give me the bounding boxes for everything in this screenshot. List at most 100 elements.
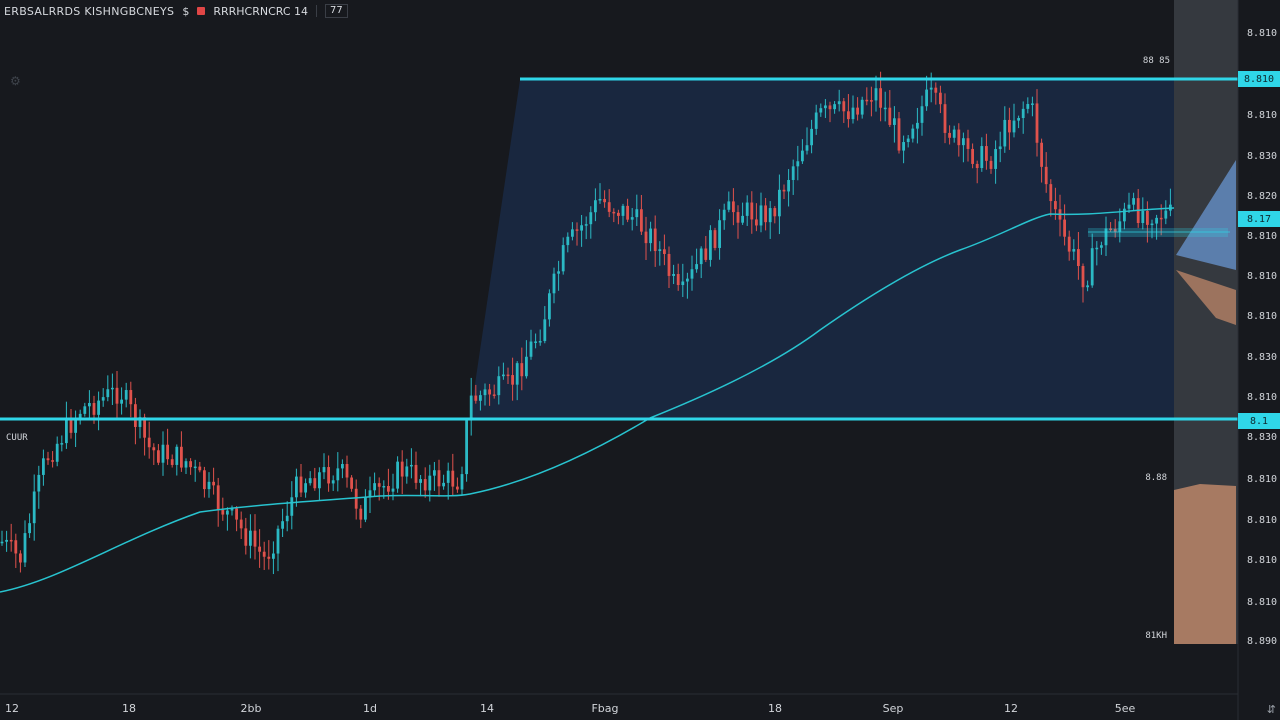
candle-body [124, 390, 128, 400]
y-tick-label: 8.810 [1247, 392, 1277, 403]
candle-body [143, 417, 146, 438]
candle-body [1090, 248, 1094, 286]
candle-body [166, 444, 169, 460]
candle-body [985, 146, 988, 161]
candle-body [221, 509, 225, 515]
candle-body [722, 209, 726, 221]
candle-body [561, 245, 565, 272]
candle-body [699, 248, 703, 265]
indicator-label[interactable]: RRRHCRNCRC 14 [213, 4, 309, 18]
candle-body [253, 530, 257, 547]
candle-body [359, 508, 363, 520]
candle-body [1008, 119, 1011, 133]
candle-body [152, 447, 156, 451]
candle-body [207, 481, 211, 490]
candle-body [653, 228, 657, 252]
candle-body [1044, 166, 1048, 185]
candle-body [101, 397, 105, 401]
candle-body [860, 99, 864, 115]
candle-body [180, 446, 183, 468]
x-tick-label: 12 [1004, 702, 1018, 715]
candle-body [1164, 210, 1168, 219]
candle-body [520, 363, 524, 377]
candle-body [327, 467, 330, 484]
candle-body [354, 488, 358, 509]
candle-body [60, 443, 64, 445]
candle-body [377, 483, 381, 487]
candle-body [382, 485, 386, 488]
candle-body [897, 118, 901, 151]
candle-body [1003, 119, 1007, 147]
candle-body [888, 107, 892, 125]
interval-button[interactable]: 77 [325, 4, 348, 18]
x-tick-label: Sep [883, 702, 904, 715]
candle-body [791, 166, 795, 180]
candle-body [672, 274, 675, 276]
y-tick-label: 8.830 [1247, 352, 1277, 363]
candle-body [663, 249, 666, 254]
candle-body [805, 145, 809, 151]
candle-body [824, 105, 827, 109]
candle-body [226, 510, 229, 515]
candle-body [387, 485, 390, 492]
candle-body [745, 202, 749, 216]
record-icon[interactable] [197, 7, 206, 15]
candle-body [69, 418, 73, 433]
candle-body [262, 551, 266, 557]
symbol-label[interactable]: ERBSALRRDS KISHNGBCNEYS [4, 4, 175, 18]
candle-body [239, 519, 243, 529]
candle-body [566, 236, 570, 246]
candle-body [1012, 120, 1016, 133]
candle-body [364, 497, 367, 520]
candle-body [341, 464, 344, 469]
candle-body [847, 111, 850, 120]
candle-body [290, 497, 294, 516]
candle-body [1049, 184, 1053, 202]
candle-body [1035, 103, 1039, 143]
x-tick-label: 18 [122, 702, 136, 715]
candle-body [147, 437, 151, 448]
candle-body [446, 470, 450, 483]
scale-toggle-icon[interactable]: ⇵ [1266, 703, 1276, 716]
candle-body [589, 212, 593, 225]
x-tick-label: 2bb [241, 702, 262, 715]
candle-body [598, 198, 602, 201]
candle-body [709, 230, 712, 260]
candle-body [391, 488, 395, 492]
candle-body [308, 478, 312, 484]
upper-price-tag: 8.810 [1244, 74, 1274, 85]
candle-body [1127, 204, 1131, 209]
candle-body [414, 464, 418, 483]
y-tick-label: 8.810 [1247, 271, 1277, 282]
candle-body [713, 230, 717, 248]
candle-body [203, 470, 206, 490]
y-tick-label: 8.810 [1247, 28, 1277, 39]
candle-body [906, 138, 910, 143]
candle-body [322, 467, 326, 473]
candle-body [594, 200, 597, 213]
candle-body [971, 148, 974, 164]
candle-body [1081, 266, 1085, 288]
candle-body [497, 376, 501, 396]
y-tick-label: 8.820 [1247, 191, 1277, 202]
current-price-tag-bg [1238, 211, 1280, 227]
candle-body [617, 212, 620, 216]
candle-body [584, 224, 588, 226]
candle-body [515, 363, 519, 385]
candle-body [193, 466, 197, 469]
upper-level-label: 88 85 [1143, 56, 1170, 66]
candle-body [612, 211, 616, 214]
y-tick-label: 8.810 [1247, 515, 1277, 526]
candle-body [920, 106, 924, 123]
candle-body [741, 215, 744, 223]
settings-icon[interactable]: ⚙ [10, 74, 21, 88]
candle-body [1077, 249, 1080, 267]
candle-body [801, 150, 804, 162]
candle-body [336, 468, 340, 481]
candle-body [396, 461, 399, 489]
x-tick-label: 12 [5, 702, 19, 715]
candle-body [1063, 219, 1066, 237]
candle-body [681, 281, 685, 286]
